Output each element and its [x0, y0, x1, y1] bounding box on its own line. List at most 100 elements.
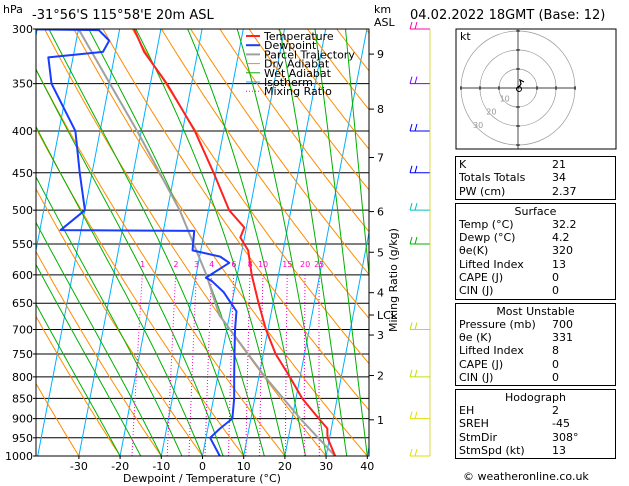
mixing-ratio-label: 4 [209, 260, 214, 269]
surface-value: 0 [552, 271, 559, 285]
dry-adiabat-line [36, 187, 203, 456]
pressure-label: 350 [12, 78, 33, 91]
wind-barb-flag [414, 76, 418, 84]
dry-adiabat-line [36, 315, 121, 456]
indices-panel: K 21 Totals Totals 34 PW (cm) 2.37 Surface … [455, 156, 616, 462]
location-title: -31°56'S 115°58'E 20m ASL [32, 8, 214, 23]
surface-title: Surface [514, 204, 557, 218]
hodo-row: SREH -45 [459, 417, 612, 430]
mixing-ratio-label: 3 [194, 260, 199, 269]
wind-barbs [409, 21, 431, 457]
mu-label: Pressure (mb) [459, 317, 536, 331]
dry-adiabat-line [44, 29, 327, 456]
surface-label: CAPE (J) [459, 271, 504, 285]
hodo-label: SREH [459, 417, 489, 431]
mu-value: 0 [552, 370, 559, 384]
hodo-label: EH [459, 404, 475, 418]
lcl-label: LCL [377, 309, 398, 322]
hodo-row: StmSpd (kt) 13 [459, 444, 612, 457]
hodo-label: StmDir [459, 430, 498, 444]
basic-indices-box: K 21 Totals Totals 34 PW (cm) 2.37 [455, 156, 616, 200]
surface-value: 320 [552, 244, 573, 258]
km-tick-label: 6 [377, 206, 384, 219]
index-label: K [459, 158, 467, 171]
dry-adiabat-line [73, 29, 368, 456]
isotherm-line [119, 29, 203, 456]
axes: 1 2 3 4 6 8 10 15 20 2530035040045050055060065070… [5, 23, 398, 473]
wind-barb-flag [409, 322, 413, 330]
x-tick-label: 20 [278, 460, 292, 473]
legend-entry: Parcel Trajectory [264, 48, 355, 61]
hodograph-box: Hodograph EH 2 SREH -45 StmDir 308° StmSpd … [455, 389, 616, 460]
wind-barb-flag [409, 165, 413, 173]
hodo-label: StmSpd (kt) [459, 444, 525, 458]
isotherm-line [243, 29, 327, 456]
dewpoint-line [36, 29, 238, 456]
surface-label: θe(K) [459, 244, 489, 258]
pressure-label: 1000 [5, 450, 33, 463]
hodograph-title: Hodograph [505, 391, 566, 405]
mu-label: CIN (J) [459, 370, 494, 384]
index-value: 34 [552, 171, 566, 185]
km-tick-label: 7 [377, 152, 384, 165]
mixing-ratio-line [259, 274, 264, 456]
isotherm-line [325, 229, 369, 456]
wind-barb-flag [414, 21, 418, 30]
surface-row: CIN (J) 0 [459, 284, 612, 297]
mixing-ratio-line [245, 274, 251, 456]
mu-row: Lifted Index 8 [459, 344, 612, 357]
x-tick-label: -30 [70, 460, 88, 473]
hodo-value: 13 [552, 444, 566, 458]
dry-adiabat-line [131, 29, 369, 365]
index-label: Totals Totals [459, 171, 526, 185]
km-tick-label: 8 [377, 103, 384, 116]
dry-adiabat-line [102, 29, 369, 411]
storm-motion-marker [516, 86, 522, 92]
copyright-footer[interactable]: © weatheronline.co.uk [463, 470, 589, 483]
temperature-line [133, 29, 337, 456]
pressure-label: 650 [12, 297, 33, 310]
x-tick-label: 40 [360, 460, 374, 473]
legend-entry: Mixing Ratio [264, 85, 332, 98]
legend-entry: Isotherm [264, 76, 313, 89]
wind-barb-flag [409, 448, 413, 457]
x-tick-label: -20 [111, 460, 129, 473]
hodograph-ring-label: 10 [500, 94, 510, 103]
legend-entry: Wet Adiabat [264, 67, 332, 80]
surface-label: CIN (J) [459, 284, 494, 298]
surface-value: 32.2 [552, 217, 577, 231]
index-row: Totals Totals 34 [459, 171, 612, 184]
hodo-value: 2 [552, 404, 559, 418]
mu-label: θe (K) [459, 330, 492, 344]
km-tick-label: 3 [377, 329, 384, 342]
surface-row: Temp (°C) 32.2 [459, 218, 612, 231]
date-title: 04.02.2022 18GMT (Base: 12) [410, 8, 606, 23]
pressure-label: 400 [12, 125, 33, 138]
pressure-label: 600 [12, 269, 33, 282]
surface-label: Dewp (°C) [459, 231, 516, 245]
hpa-label: hPa [3, 3, 23, 16]
mixing-ratio-line [188, 274, 197, 456]
wet-adiabat-line [36, 175, 183, 456]
mixing-ratio-label: 25 [314, 260, 324, 269]
mixing-ratio-label: 6 [231, 260, 236, 269]
mixing-ratio-label: 1 [140, 260, 145, 269]
wind-barb-flag [414, 123, 418, 132]
wet-adiabat-line [36, 221, 162, 456]
wind-barb-flag [414, 411, 418, 419]
km-label: km ASL [374, 3, 395, 29]
wet-adiabat-line [36, 303, 121, 456]
mu-value: 0 [552, 357, 559, 371]
dry-adiabat-line [36, 382, 80, 456]
hodograph-unit-label: kt [460, 30, 471, 43]
pressure-label: 500 [12, 204, 33, 217]
mixing-ratio-line [284, 274, 288, 456]
surface-box: Surface Temp (°C) 32.2 Dewp (°C) 4.2 θe(K)… [455, 202, 616, 300]
isotherm-line [366, 444, 369, 456]
x-tick-label: 30 [319, 460, 333, 473]
wind-barb-flag [414, 203, 418, 211]
wet-adiabat-line [314, 29, 368, 456]
mixing-ratio-label: 10 [258, 260, 268, 269]
wet-adiabat-line [135, 29, 286, 456]
surface-row: Dewp (°C) 4.2 [459, 231, 612, 244]
